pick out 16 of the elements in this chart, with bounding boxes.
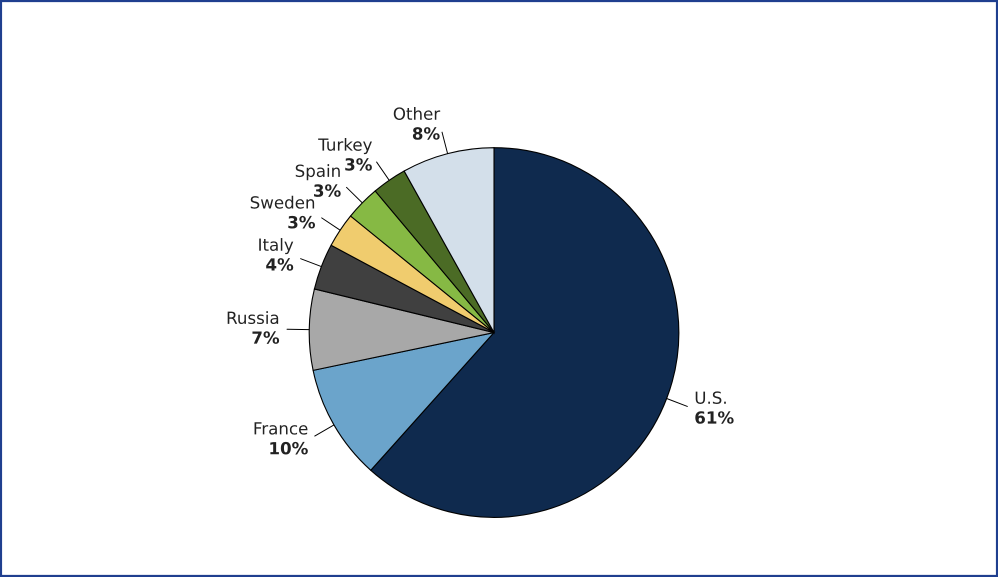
slice-label: Italy xyxy=(259,238,294,254)
data-label: 61% xyxy=(695,411,734,424)
slice-label: Turkey xyxy=(318,138,372,154)
data-label: 4% xyxy=(266,258,294,271)
data-label: 3% xyxy=(345,158,372,171)
slice-label: Spain xyxy=(296,164,340,180)
slice-label: France xyxy=(254,422,308,435)
data-label: 3% xyxy=(288,216,315,229)
data-label: 3% xyxy=(314,184,341,197)
data-label: 8% xyxy=(412,127,440,140)
data-label: 7% xyxy=(252,331,280,344)
slice-label: Sweden xyxy=(250,196,314,209)
slice-label: Other xyxy=(394,107,440,120)
slice-label: Russia xyxy=(228,311,278,324)
slice-label: U.S. xyxy=(696,391,726,404)
data-label: 10% xyxy=(270,442,308,454)
